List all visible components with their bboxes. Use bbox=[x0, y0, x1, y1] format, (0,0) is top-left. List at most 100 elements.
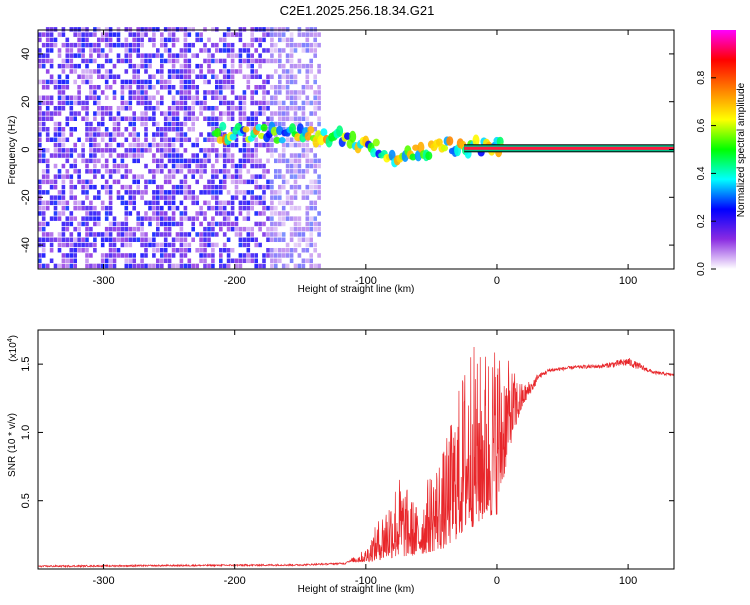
spectrogram-cell bbox=[230, 85, 235, 90]
spectrogram-cell bbox=[156, 27, 160, 32]
spectrogram-cell bbox=[120, 184, 125, 190]
spectrogram-cell bbox=[69, 148, 74, 153]
spectrogram-cell bbox=[187, 63, 192, 69]
spectrogram-cell bbox=[136, 53, 140, 58]
spectrogram-cell bbox=[309, 221, 313, 227]
spectrogram-cell bbox=[124, 27, 129, 32]
spectrogram-cell bbox=[61, 153, 66, 158]
spectrogram-cell bbox=[313, 111, 317, 116]
spectrogram-cell bbox=[226, 32, 231, 37]
spectrogram-cell bbox=[41, 216, 46, 221]
spectrogram-cell bbox=[285, 69, 290, 74]
spectrogram-cell bbox=[313, 242, 317, 248]
spectrogram-cell bbox=[77, 232, 81, 237]
signal-blob bbox=[273, 136, 281, 144]
spectrogram-cell bbox=[250, 232, 254, 237]
spectrogram-cell bbox=[199, 248, 203, 253]
spectrogram-cell bbox=[85, 216, 89, 221]
spectrogram-cell bbox=[124, 221, 129, 227]
spectrogram-cell bbox=[57, 74, 62, 79]
spectrogram-cell bbox=[317, 100, 321, 106]
spectrogram-cell bbox=[215, 174, 219, 179]
signal-blob bbox=[446, 136, 454, 146]
spectrogram-cell bbox=[100, 74, 105, 79]
spectrogram-cell bbox=[305, 211, 310, 216]
spectrogram-cell bbox=[187, 106, 192, 111]
spectrogram-cell bbox=[108, 142, 113, 148]
spectrogram-cell bbox=[305, 121, 310, 127]
spectrogram-cell bbox=[163, 148, 168, 153]
spectrogram-cell bbox=[73, 148, 77, 153]
spectrogram-cell bbox=[112, 163, 117, 169]
spectrogram-cell bbox=[199, 211, 203, 216]
spectrogram-cell bbox=[222, 216, 227, 221]
spectrogram-cell bbox=[297, 95, 302, 100]
spectrogram-cell bbox=[274, 85, 278, 90]
spectrogram-cell bbox=[73, 163, 77, 169]
spectrogram-cell bbox=[136, 95, 140, 100]
spectrogram-cell bbox=[246, 74, 251, 79]
spectrogram-cell bbox=[262, 195, 266, 200]
spectrogram-cell bbox=[305, 48, 310, 53]
spectrogram-cell bbox=[152, 116, 156, 121]
spectrogram-cell bbox=[81, 48, 85, 53]
spectrogram-cell bbox=[289, 53, 294, 58]
spectrogram-cell bbox=[108, 242, 113, 248]
spectrogram-cell bbox=[128, 142, 133, 148]
spectrogram-cell bbox=[41, 237, 46, 242]
spectrogram-cell bbox=[187, 32, 192, 37]
spectrogram-cell bbox=[258, 85, 262, 90]
spectrogram-cell bbox=[112, 258, 117, 263]
spectrogram-cell bbox=[230, 258, 235, 263]
spectrogram-cell bbox=[203, 242, 207, 248]
spectrogram-cell bbox=[199, 132, 203, 137]
spectrogram-cell bbox=[132, 127, 136, 132]
spectrogram-cell bbox=[317, 190, 321, 195]
spectrogram-cell bbox=[289, 153, 294, 158]
spectrogram-cell bbox=[116, 42, 121, 48]
spectrogram-cell bbox=[175, 37, 180, 43]
spectrogram-cell bbox=[285, 179, 290, 185]
spectrogram-cell bbox=[163, 211, 168, 216]
spectrogram-cell bbox=[301, 153, 306, 158]
spectrogram-cell bbox=[215, 106, 219, 111]
signal-blob bbox=[320, 128, 328, 137]
spectrogram-cell bbox=[97, 100, 101, 106]
spectrogram-cell bbox=[61, 242, 66, 248]
spectrogram-cell bbox=[97, 37, 101, 43]
spectrogram-cell bbox=[203, 42, 207, 48]
spectrogram-cell bbox=[317, 263, 321, 269]
x-tick-label: 100 bbox=[619, 275, 637, 287]
spectrogram-cell bbox=[230, 200, 235, 206]
spectrogram-cell bbox=[266, 169, 270, 174]
spectrogram-cell bbox=[270, 100, 274, 106]
spectrogram-cell bbox=[152, 237, 156, 242]
spectrogram-cell bbox=[183, 106, 188, 111]
spectrogram-cell bbox=[61, 184, 66, 190]
spectrogram-cell bbox=[195, 163, 199, 169]
spectrogram-cell bbox=[73, 242, 77, 248]
snr-x-ticks: -300 -200 -100 0 100 bbox=[93, 330, 637, 587]
spectrogram-cell bbox=[187, 42, 192, 48]
spectrogram-cell bbox=[93, 184, 97, 190]
spectrogram-cell bbox=[108, 132, 113, 137]
spectrogram-cell bbox=[100, 53, 105, 58]
spectrogram-cell bbox=[250, 58, 254, 64]
spectrogram-cell bbox=[93, 211, 97, 216]
spectrogram-cell bbox=[148, 27, 152, 32]
spectrogram-cell bbox=[45, 179, 50, 185]
spectrogram-cell bbox=[73, 205, 77, 211]
spectrogram-cell bbox=[258, 106, 262, 111]
spectrogram-cell bbox=[246, 142, 251, 148]
spectrogram-cell bbox=[234, 142, 239, 148]
spectrogram-cell bbox=[116, 32, 121, 37]
spectrogram-cell bbox=[124, 226, 129, 232]
spectrogram-cell bbox=[203, 90, 207, 95]
spectrogram-cell bbox=[104, 127, 109, 132]
spectrogram-cell bbox=[226, 211, 231, 216]
spectrogram-cell bbox=[65, 169, 70, 174]
spectrogram-cell bbox=[140, 195, 144, 200]
spectrogram-cell bbox=[258, 184, 262, 190]
spectrogram-cell bbox=[57, 127, 62, 132]
spectrogram-cell bbox=[309, 179, 313, 185]
